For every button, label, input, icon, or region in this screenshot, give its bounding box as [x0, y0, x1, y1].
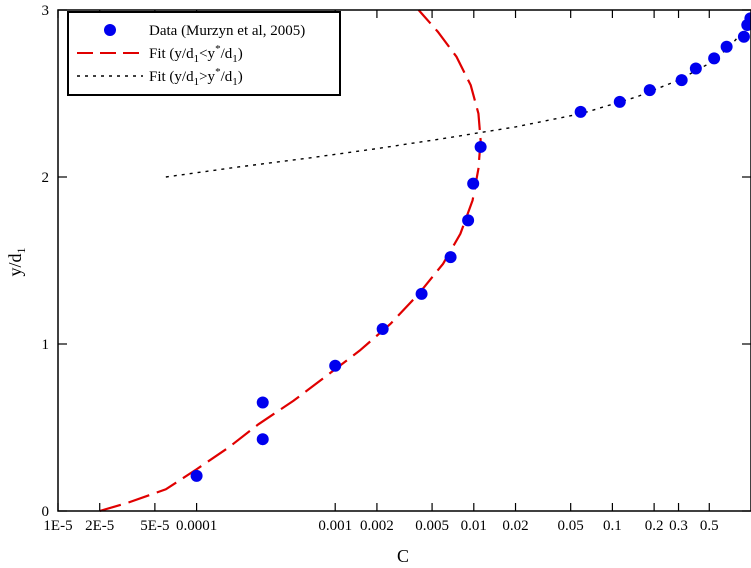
legend-label-data: Data (Murzyn et al, 2005) [149, 23, 305, 39]
data-point [744, 12, 751, 25]
x-tick-label: 0.005 [415, 518, 449, 534]
data-point [737, 30, 750, 43]
data-point [708, 52, 721, 65]
data-point [329, 359, 342, 372]
data-point [574, 105, 587, 118]
y-axis-title: y/d1 [5, 247, 28, 276]
y-axis-title-subscript: 1 [14, 247, 28, 253]
x-tick-label: 0.1 [603, 518, 622, 534]
data-point [613, 95, 626, 108]
data-point [643, 84, 656, 97]
legend: Data (Murzyn et al, 2005) Fit (y/d1<y*/d… [67, 11, 341, 96]
x-tick-label: 0.01 [461, 518, 487, 534]
x-tick-labels: 1E-5 2E-5 5E-5 0.0001 0.001 0.002 0.005 0.01 0.0… [43, 518, 718, 534]
legend-label-fit-upper: Fit (y/d1>y*/d1) [149, 66, 243, 88]
x-tick-label: 0.02 [502, 518, 528, 534]
x-tick-label: 2E-5 [85, 518, 114, 534]
y-tick-label: 0 [42, 504, 50, 520]
y-tick-label: 2 [42, 170, 50, 186]
fit-lower-line [99, 9, 482, 513]
legend-label-fit-lower: Fit (y/d1<y*/d1) [149, 43, 243, 65]
data-points [190, 12, 751, 482]
x-tick-label: 5E-5 [140, 518, 169, 534]
data-point [675, 74, 688, 87]
data-point [256, 433, 269, 446]
legend-marker-data [104, 24, 116, 36]
y-tick-labels: 0 1 2 3 [42, 3, 50, 520]
data-point [444, 251, 457, 264]
x-tick-label: 0.5 [700, 518, 719, 534]
data-point [256, 396, 269, 409]
x-tick-label: 0.3 [669, 518, 688, 534]
y-tick-label: 3 [42, 3, 50, 19]
x-tick-label: 1E-5 [43, 518, 72, 534]
x-tick-label: 0.001 [318, 518, 352, 534]
data-point [190, 469, 203, 482]
x-tick-label: 0.2 [645, 518, 664, 534]
x-tick-label: 0.002 [360, 518, 394, 534]
data-point [462, 214, 475, 227]
x-tick-label: 0.05 [558, 518, 584, 534]
data-point [720, 40, 733, 53]
data-point [689, 62, 702, 75]
y-tick-label: 1 [42, 337, 50, 353]
data-point [376, 322, 389, 335]
data-point [474, 140, 487, 153]
x-tick-label: 0.0001 [176, 518, 217, 534]
x-axis-title: C [397, 546, 409, 566]
data-point [467, 177, 480, 190]
plot-frame [57, 9, 751, 512]
data-point [415, 287, 428, 300]
